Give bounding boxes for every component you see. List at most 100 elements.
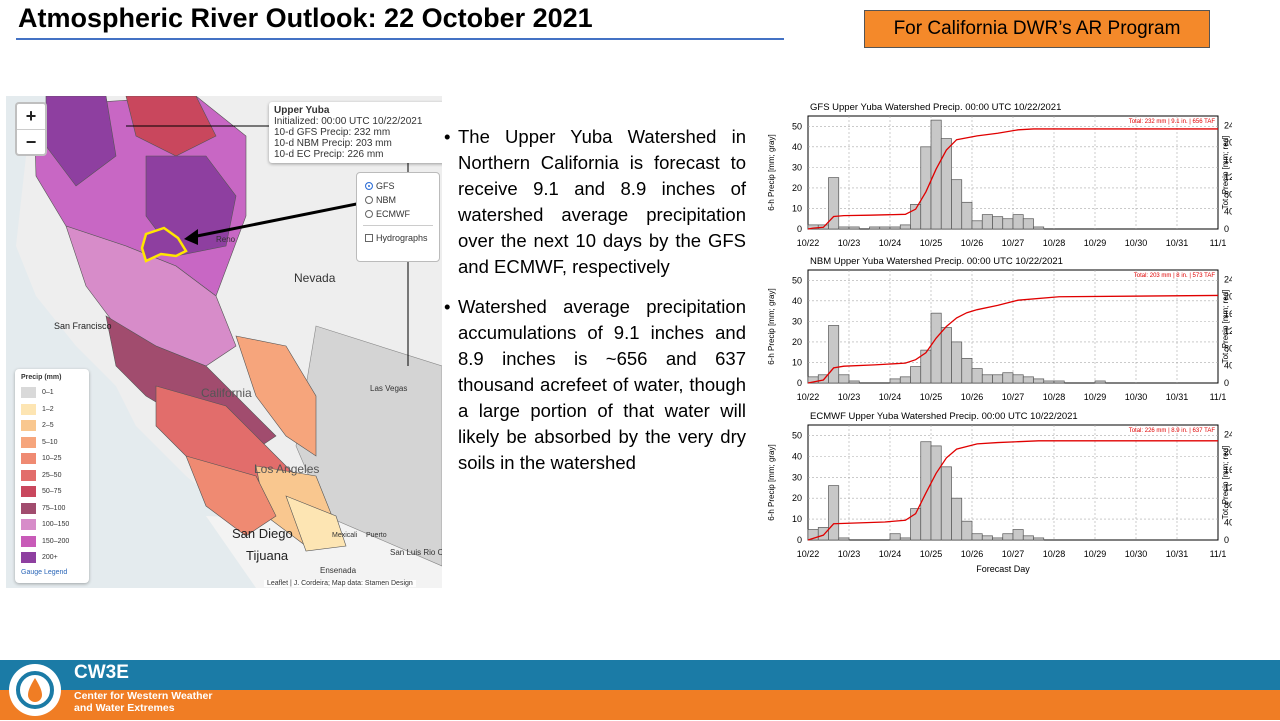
- hydrographs-toggle[interactable]: Hydrographs: [365, 233, 428, 243]
- watershed-popup: Upper Yuba Initialized: 00:00 UTC 10/22/…: [269, 102, 442, 163]
- y2-tick-label: 80: [1224, 343, 1232, 353]
- y-tick-label: 0: [797, 378, 802, 388]
- y-tick-label: 0: [797, 535, 802, 545]
- zoom-in-button[interactable]: +: [17, 104, 45, 130]
- ecmwf-chart-title: ECMWF Upper Yuba Watershed Precip. 00:00…: [810, 411, 1078, 422]
- y-tick-label: 30: [792, 162, 802, 172]
- hydrographs-checkbox[interactable]: [365, 234, 373, 242]
- x-tick-label: 10/29: [1084, 392, 1107, 402]
- precip-bar: [828, 325, 840, 384]
- precip-bar: [869, 226, 881, 230]
- y2-tick-label: 240: [1224, 274, 1232, 284]
- radio-ecmwf[interactable]: [365, 210, 373, 218]
- x-tick-label: 10/30: [1125, 549, 1148, 559]
- legend-swatch: [21, 486, 36, 497]
- popup-nbm-line: 10-d NBM Precip: 203 mm: [274, 138, 392, 149]
- model-option-ecmwf[interactable]: ECMWF: [365, 209, 410, 219]
- nbm-chart-title: NBM Upper Yuba Watershed Precip. 00:00 U…: [810, 256, 1063, 267]
- footer-accent: [0, 690, 1280, 720]
- precip-bar: [1022, 535, 1034, 541]
- precip-bar: [992, 537, 1004, 541]
- x-tick-label: 10/30: [1125, 392, 1148, 402]
- x-tick-label: 10/27: [1002, 392, 1025, 402]
- ecmwf-chart: ECMWF Upper Yuba Watershed Precip. 00:00…: [760, 411, 1239, 593]
- legend-swatch: [21, 535, 36, 547]
- legend-swatch: [21, 502, 36, 514]
- y-axis-label: 6-h Precip [mm; gray]: [767, 444, 776, 520]
- y2-tick-label: 160: [1224, 155, 1232, 165]
- y-tick-label: 20: [792, 493, 802, 503]
- legend-swatch: [21, 403, 36, 415]
- x-tick-label: 10/28: [1043, 238, 1066, 248]
- precip-bar: [940, 466, 952, 541]
- place-label-san-francisco: San Francisco: [54, 321, 112, 331]
- y-axis-label: 6-h Precip [mm; gray]: [767, 134, 776, 210]
- logo-drop-icon: [16, 671, 54, 709]
- popup-init-line: Initialized: 00:00 UTC 10/22/2021: [274, 116, 423, 127]
- y-tick-label: 10: [792, 357, 802, 367]
- map-attribution[interactable]: Leaflet | J. Cordeira; Map data: Stamen …: [264, 580, 416, 587]
- legend-label: 10–25: [42, 455, 62, 462]
- y2-tick-label: 40: [1224, 517, 1232, 527]
- radio-nbm[interactable]: [365, 196, 373, 204]
- y2-tick-label: 120: [1224, 172, 1232, 182]
- precip-bar: [838, 226, 850, 230]
- watershed-map[interactable]: + − Upper Yuba Initialized: 00:00 UTC 10…: [6, 96, 442, 588]
- precip-bar: [961, 201, 973, 230]
- legend-label: 5–10: [42, 438, 58, 446]
- model-label-gfs: GFS: [376, 181, 395, 191]
- y-tick-label: 10: [792, 203, 802, 213]
- legend-item: 1–2: [21, 403, 54, 415]
- precip-bar: [899, 224, 911, 230]
- precip-bar: [940, 327, 952, 384]
- precip-bar: [992, 374, 1004, 384]
- ecmwf-chart-svg: 10/22 10/23 10/24 10/25 10/26 10/27 10/28 10/29…: [767, 424, 1239, 574]
- gfs-chart-svg: 10/22 10/23 10/24 10/25 10/26 10/27 10/28 10/29…: [767, 115, 1239, 248]
- y2-axis-label: Tot. Precip [mm; red]: [1221, 446, 1230, 520]
- panel-divider: [363, 225, 433, 226]
- x-tick-label: 10/25: [920, 392, 943, 402]
- precip-bar: [1002, 533, 1014, 541]
- precip-bar: [848, 380, 860, 384]
- legend-item: 5–10: [21, 436, 58, 448]
- zoom-out-button[interactable]: −: [25, 132, 37, 152]
- place-label-nevada: Nevada: [294, 271, 336, 285]
- y-tick-label: 30: [792, 316, 802, 326]
- gfs-chart: GFS Upper Yuba Watershed Precip. 00:00 U…: [760, 102, 1239, 256]
- x-axis-label: Forecast Day: [976, 564, 1030, 574]
- legend-swatch: [21, 420, 36, 431]
- place-label-las-vegas: Las Vegas: [370, 384, 408, 393]
- y2-tick-label: 240: [1224, 430, 1232, 440]
- precip-bar: [981, 214, 993, 230]
- nbm-chart: NBM Upper Yuba Watershed Precip. 00:00 U…: [760, 256, 1239, 414]
- legend-swatch: [21, 519, 36, 530]
- place-label-reno: Reno: [216, 235, 236, 244]
- gfs-chart-title: GFS Upper Yuba Watershed Precip. 00:00 U…: [810, 102, 1062, 113]
- x-tick-label: 11/1: [1210, 392, 1227, 402]
- precip-bar: [1053, 380, 1065, 384]
- model-option-gfs[interactable]: GFS: [365, 181, 395, 191]
- precip-bar: [961, 520, 973, 541]
- x-tick-label: 10/22: [797, 392, 820, 402]
- y-tick-label: 50: [792, 430, 802, 440]
- nbm-chart-svg: 10/22 10/23 10/24 10/25 10/26 10/27 10/28 10/29…: [767, 269, 1239, 402]
- footer-subtitle-line2: and Water Extremes: [74, 702, 175, 714]
- legend-swatch: [21, 453, 36, 464]
- cumulative-precip-line: [807, 440, 1218, 541]
- precip-bar: [899, 537, 911, 541]
- gauge-legend-link[interactable]: Gauge Legend: [21, 569, 68, 576]
- x-tick-label: 10/25: [920, 549, 943, 559]
- x-tick-label: 10/29: [1084, 549, 1107, 559]
- y2-tick-label: 0: [1224, 535, 1229, 545]
- precip-bar: [971, 220, 983, 230]
- model-option-nbm[interactable]: NBM: [365, 195, 396, 205]
- y2-tick-label: 40: [1224, 207, 1232, 217]
- y-tick-label: 30: [792, 472, 802, 482]
- radio-gfs[interactable]: [365, 182, 373, 190]
- x-tick-label: 10/26: [961, 392, 984, 402]
- x-tick-label: 10/31: [1166, 549, 1189, 559]
- x-tick-label: 10/23: [838, 392, 861, 402]
- place-label-san-diego: San Diego: [232, 526, 293, 541]
- popup-title: Upper Yuba: [274, 105, 330, 116]
- precip-bar: [817, 527, 829, 541]
